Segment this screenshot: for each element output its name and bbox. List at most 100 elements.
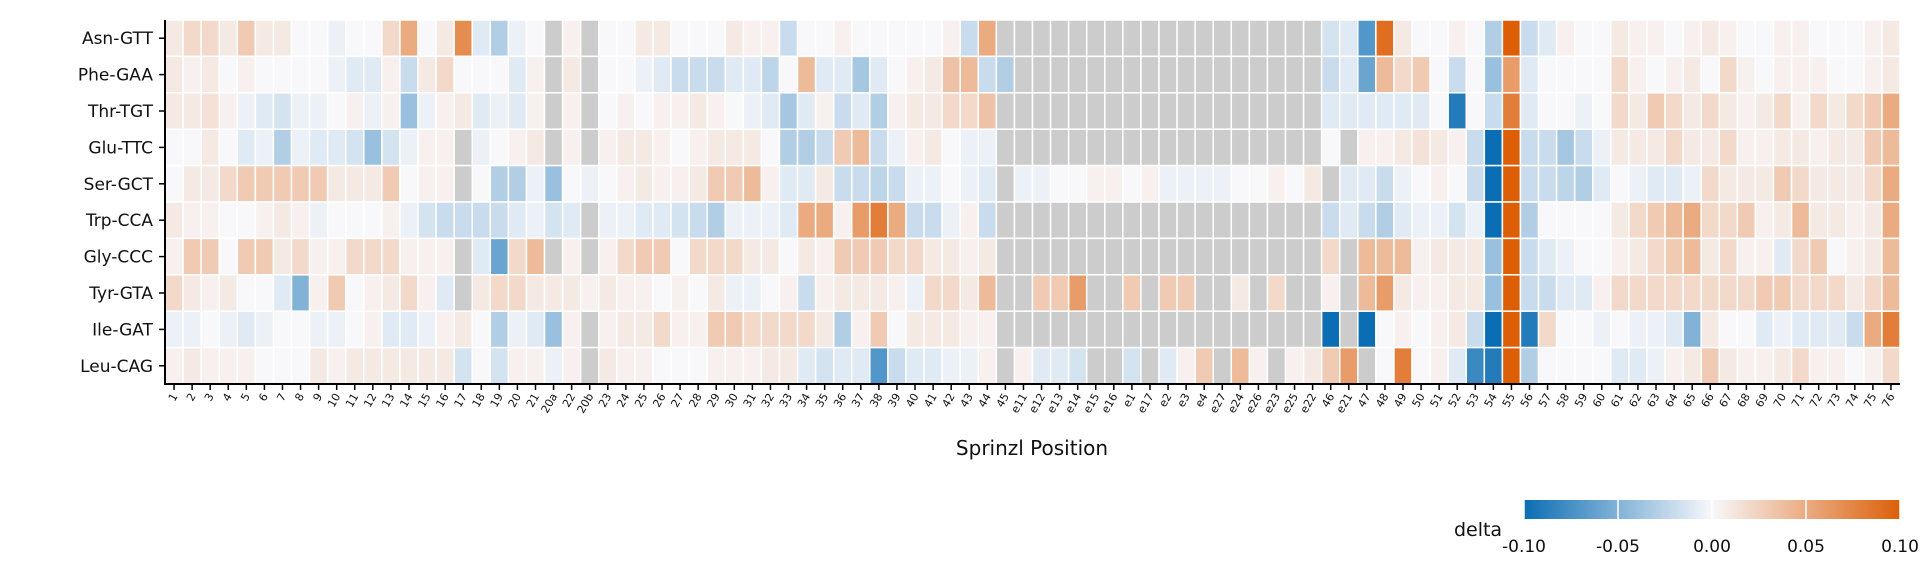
heatmap-cell [236, 201, 257, 240]
heatmap-cell [489, 164, 510, 203]
heatmap-cell [814, 274, 835, 312]
heatmap-cell [923, 201, 943, 240]
y-tick-label: Ile-GAT [92, 320, 153, 340]
heatmap-cell [598, 201, 618, 240]
heatmap-cell [1429, 274, 1449, 312]
heatmap-cell [1790, 164, 1811, 203]
heatmap-cell [688, 346, 708, 385]
heatmap-cell [1447, 55, 1468, 94]
heatmap-cell [832, 201, 853, 240]
heatmap-cell [489, 346, 510, 385]
heatmap-cell [1718, 92, 1739, 130]
heatmap-cell [760, 237, 781, 276]
heatmap-cell [1357, 55, 1377, 94]
x-tick-label: 76 [1879, 391, 1897, 410]
heatmap-cell [941, 274, 961, 312]
x-tick-label: 13 [379, 391, 397, 410]
x-tick-label: e24 [1225, 391, 1247, 415]
heatmap-cell [1826, 128, 1847, 167]
heatmap-cell [634, 19, 654, 58]
heatmap-cell [1429, 346, 1449, 385]
heatmap-cell [236, 55, 257, 94]
heatmap-cell [1501, 128, 1522, 167]
heatmap-cell [381, 310, 401, 349]
heatmap-cell [344, 128, 365, 167]
x-tick-label: e4 [1193, 391, 1211, 409]
heatmap-cell [471, 201, 492, 240]
heatmap-cell [959, 201, 980, 240]
x-tick-label: 73 [1825, 391, 1843, 410]
x-tick-label: 30 [723, 391, 741, 410]
missing-cell [995, 274, 1016, 312]
missing-cell [1013, 274, 1034, 312]
heatmap-cell [399, 19, 419, 58]
x-tick-label: 33 [777, 391, 795, 410]
missing-cell [1013, 128, 1034, 167]
heatmap-cell [326, 346, 347, 385]
heatmap-cell [742, 92, 763, 130]
heatmap-cell [742, 274, 763, 312]
heatmap-cell [200, 128, 220, 167]
missing-cell [579, 310, 600, 349]
heatmap-cell [724, 128, 745, 167]
missing-cell [1049, 237, 1070, 276]
missing-cell [1049, 201, 1070, 240]
heatmap-cell [1465, 274, 1486, 312]
heatmap-cell [1808, 128, 1829, 167]
x-tick-label: 18 [470, 391, 488, 410]
heatmap-cell [1718, 164, 1739, 203]
heatmap-cell [525, 164, 546, 203]
heatmap-cell [742, 201, 763, 240]
heatmap-cell [1646, 92, 1666, 130]
x-tick-label: e17 [1135, 391, 1157, 415]
heatmap-cell [164, 274, 184, 312]
heatmap-cell [561, 19, 582, 58]
heatmap-cell [1664, 128, 1684, 167]
heatmap-cell [959, 19, 980, 58]
heatmap-cell [1411, 92, 1431, 130]
x-tick-label: 44 [976, 391, 994, 410]
heatmap-cell [344, 92, 365, 130]
heatmap-cell [1610, 237, 1630, 276]
heatmap-cell [1465, 55, 1486, 94]
x-tick-label: 46 [1319, 391, 1337, 410]
heatmap-cell [1664, 19, 1684, 58]
heatmap-cell [561, 128, 582, 167]
x-tick-label: 17 [452, 391, 470, 410]
missing-cell [1031, 128, 1052, 167]
heatmap-cell [1736, 164, 1757, 203]
heatmap-cell [254, 128, 275, 167]
heatmap-cell [236, 128, 257, 167]
heatmap-cell [453, 92, 473, 130]
heatmap-cell [254, 274, 275, 312]
x-tick-label: 21 [524, 391, 542, 410]
heatmap-cell [399, 164, 419, 203]
heatmap-cell [851, 274, 871, 312]
heatmap-cell [796, 55, 817, 94]
heatmap-cell [381, 346, 401, 385]
heatmap-cell [598, 346, 618, 385]
heatmap-cell [796, 201, 817, 240]
missing-cell [1013, 310, 1034, 349]
heatmap-cell [724, 164, 745, 203]
heatmap-cell [1104, 164, 1124, 203]
missing-cell [543, 237, 564, 276]
heatmap-cell [1592, 201, 1612, 240]
heatmap-cell [1411, 201, 1431, 240]
heatmap-cell [561, 237, 582, 276]
heatmap-cell [236, 237, 257, 276]
heatmap-cell [308, 92, 329, 130]
heatmap-cell [1465, 346, 1486, 385]
heatmap-cell [1754, 274, 1775, 312]
heatmap-cell [1375, 128, 1395, 167]
heatmap-cell [724, 346, 745, 385]
heatmap-cell [1067, 346, 1088, 385]
x-tick-label: e22 [1298, 391, 1320, 415]
heatmap-cell [634, 92, 654, 130]
heatmap-cell [272, 310, 293, 349]
heatmap-cell [941, 346, 961, 385]
x-tick-label: 35 [813, 391, 831, 410]
heatmap-cell [598, 237, 618, 276]
heatmap-cell [1483, 274, 1504, 312]
heatmap-cell [507, 19, 528, 58]
